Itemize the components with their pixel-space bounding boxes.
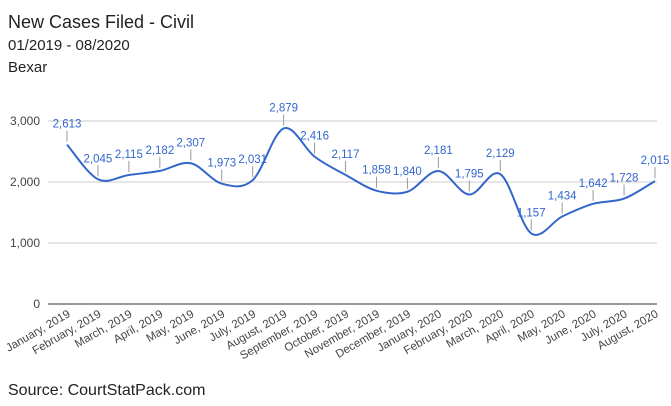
data-label: 2,045	[84, 153, 113, 165]
data-label: 2,613	[53, 119, 82, 131]
data-label: 1,973	[207, 158, 236, 170]
region-label: Bexar	[8, 59, 47, 76]
y-tick-label: 2,000	[10, 175, 40, 189]
y-tick-label: 1,000	[10, 236, 40, 250]
data-label: 1,795	[455, 169, 484, 181]
data-label: 1,858	[362, 165, 391, 177]
data-label: 1,434	[548, 191, 577, 203]
data-label: 2,181	[424, 145, 453, 157]
source-note: Source: CourtStatPack.com	[8, 382, 205, 399]
data-label: 2,416	[300, 131, 329, 143]
data-label: 2,307	[176, 137, 205, 149]
data-label: 1,840	[393, 166, 422, 178]
chart-title: New Cases Filed - Civil	[8, 12, 194, 32]
data-label: 1,642	[579, 178, 608, 190]
data-label: 1,157	[517, 207, 546, 219]
y-tick-label: 0	[33, 297, 40, 311]
chart-subtitle: 01/2019 - 08/2020	[8, 37, 130, 54]
data-label: 2,115	[115, 149, 143, 161]
data-label: 2,129	[486, 148, 515, 160]
data-label: 2,879	[269, 102, 298, 114]
data-label: 2,117	[332, 149, 360, 161]
data-label: 2,182	[145, 145, 174, 157]
line-series	[66, 127, 656, 236]
data-label: 2,015	[641, 155, 670, 167]
y-tick-label: 3,000	[10, 114, 40, 128]
data-label: 2,031	[238, 154, 267, 166]
data-label: 1,728	[610, 173, 639, 185]
